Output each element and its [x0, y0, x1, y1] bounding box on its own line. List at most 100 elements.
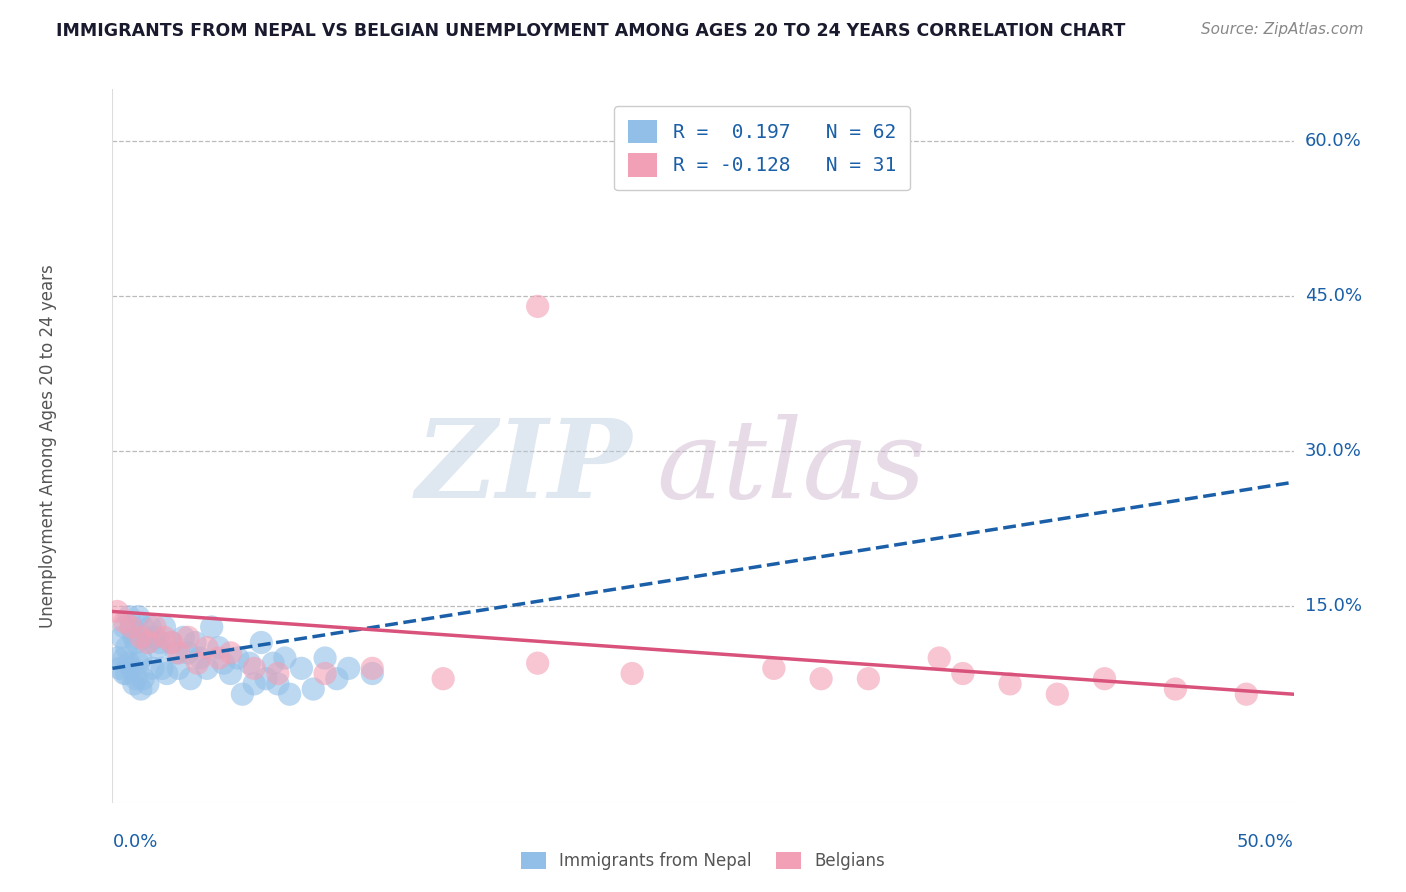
Point [118, 609, 141, 624]
Point [136, 635, 159, 649]
Point [153, 630, 176, 644]
Text: IMMIGRANTS FROM NEPAL VS BELGIAN UNEMPLOYMENT AMONG AGES 20 TO 24 YEARS CORRELAT: IMMIGRANTS FROM NEPAL VS BELGIAN UNEMPLO… [56, 22, 1126, 40]
Point [115, 640, 138, 655]
Point [810, 672, 832, 686]
Point [136, 635, 159, 649]
Point [179, 672, 201, 686]
Point [105, 605, 128, 619]
Point [219, 666, 242, 681]
Text: 30.0%: 30.0% [1305, 442, 1361, 460]
Point [143, 620, 166, 634]
Point [526, 299, 548, 313]
Point [186, 656, 208, 670]
Point [212, 656, 235, 670]
Point [432, 672, 454, 686]
Point [150, 661, 173, 675]
Point [177, 630, 200, 644]
Point [254, 672, 277, 686]
Point [146, 640, 169, 655]
Point [267, 666, 290, 681]
Point [274, 651, 297, 665]
Point [120, 620, 142, 634]
Point [208, 651, 231, 665]
Point [195, 661, 218, 675]
Point [112, 620, 135, 634]
Text: 50.0%: 50.0% [1237, 833, 1294, 851]
Point [219, 646, 242, 660]
Point [115, 666, 138, 681]
Legend: Immigrants from Nepal, Belgians: Immigrants from Nepal, Belgians [513, 845, 893, 877]
Point [112, 666, 135, 681]
Point [243, 661, 266, 675]
Point [243, 677, 266, 691]
Point [132, 620, 155, 634]
Point [112, 615, 135, 629]
Point [188, 651, 211, 665]
Point [1164, 681, 1187, 696]
Point [149, 635, 172, 649]
Point [127, 656, 149, 670]
Point [526, 656, 548, 670]
Text: ZIP: ZIP [416, 414, 633, 521]
Point [226, 651, 249, 665]
Point [201, 620, 224, 634]
Point [165, 646, 187, 660]
Point [762, 165, 785, 179]
Point [208, 640, 231, 655]
Point [132, 672, 155, 686]
Point [118, 656, 141, 670]
Point [337, 661, 360, 675]
Point [928, 651, 950, 665]
Text: 45.0%: 45.0% [1305, 287, 1362, 305]
Text: atlas: atlas [655, 414, 925, 521]
Point [621, 666, 644, 681]
Point [238, 656, 260, 670]
Point [1046, 687, 1069, 701]
Point [231, 687, 253, 701]
Point [135, 630, 157, 644]
Point [250, 635, 273, 649]
Point [139, 620, 162, 634]
Point [167, 646, 190, 660]
Point [129, 630, 152, 644]
Point [1234, 687, 1257, 701]
Point [153, 620, 176, 634]
Text: 60.0%: 60.0% [1305, 132, 1361, 150]
Point [143, 630, 166, 644]
Point [156, 666, 179, 681]
Point [108, 661, 131, 675]
Point [361, 661, 384, 675]
Point [184, 635, 207, 649]
Point [262, 656, 284, 670]
Point [136, 677, 159, 691]
Point [177, 646, 200, 660]
Point [127, 609, 149, 624]
Point [129, 651, 152, 665]
Point [314, 651, 336, 665]
Point [172, 630, 194, 644]
Point [120, 661, 142, 675]
Point [160, 635, 183, 649]
Text: Unemployment Among Ages 20 to 24 years: Unemployment Among Ages 20 to 24 years [38, 264, 56, 628]
Point [125, 635, 148, 649]
Point [142, 661, 165, 675]
Point [105, 651, 128, 665]
Point [112, 651, 135, 665]
Point [195, 640, 218, 655]
Point [326, 672, 349, 686]
Point [1094, 672, 1116, 686]
Point [302, 681, 325, 696]
Point [290, 661, 312, 675]
Point [361, 666, 384, 681]
Point [122, 677, 145, 691]
Point [314, 666, 336, 681]
Point [122, 630, 145, 644]
Point [160, 635, 183, 649]
Point [278, 687, 301, 701]
Point [125, 672, 148, 686]
Text: 0.0%: 0.0% [112, 833, 157, 851]
Point [762, 661, 785, 675]
Point [167, 661, 190, 675]
Point [952, 666, 974, 681]
Point [858, 672, 880, 686]
